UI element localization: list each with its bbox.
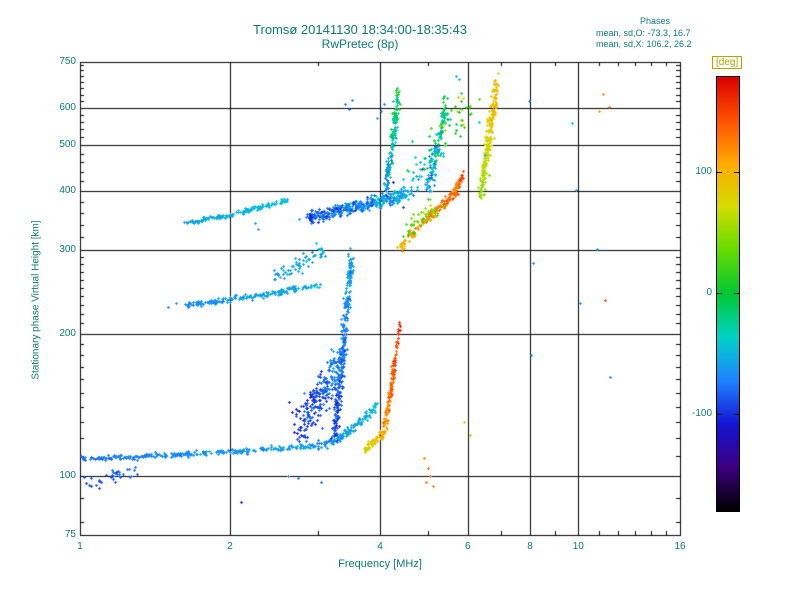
x-tick-label: 8 — [527, 541, 533, 552]
plot-subtitle: RwPretec (8p) — [321, 37, 399, 51]
x-tick-label: 10 — [572, 541, 584, 552]
colorbar-tick-mark — [734, 414, 739, 415]
y-tick-label: 75 — [64, 529, 76, 540]
y-tick-label: 600 — [59, 101, 76, 113]
colorbar-tick-mark — [717, 172, 722, 173]
y-tick-label: 200 — [59, 327, 76, 339]
phase-stats-header: Phases — [639, 16, 671, 26]
colorbar-tick-label: 100 — [695, 166, 712, 178]
plot-title: Tromsø 20141130 18:34:00-18:35:43 — [253, 22, 467, 37]
colorbar-units-label: [deg] — [712, 56, 743, 69]
x-tick-label: 6 — [464, 541, 471, 552]
colorbar — [716, 76, 740, 512]
x-tick-label: 16 — [674, 541, 686, 552]
colorbar-tick-mark — [717, 414, 722, 415]
colorbar-tick-mark — [734, 172, 739, 173]
y-tick-label: 100 — [59, 469, 76, 481]
colorbar-tick-label: 0 — [706, 287, 712, 298]
y-tick-label: 750 — [59, 56, 76, 67]
x-tick-label: 2 — [227, 541, 233, 552]
y-tick-label: 500 — [59, 139, 76, 151]
colorbar-tick-mark — [717, 293, 722, 294]
x-tick-label: 4 — [377, 541, 383, 552]
colorbar-tick-label: -100 — [691, 407, 712, 419]
y-tick-label: 400 — [59, 185, 76, 197]
phase-stats-x-mode: mean, sd,X: 106.2, 26.2 — [596, 39, 692, 50]
x-tick-label: 1 — [77, 541, 83, 552]
colorbar-tick-mark — [734, 293, 739, 294]
phase-stats: Phases mean, sd,O: -73.3, 16.7 mean, sd,… — [596, 16, 714, 51]
y-tick-label: 300 — [59, 244, 76, 256]
phase-stats-o-mode: mean, sd,O: -73.3, 16.7 — [596, 27, 691, 38]
x-axis-label: Frequency [MHz] — [338, 558, 422, 570]
